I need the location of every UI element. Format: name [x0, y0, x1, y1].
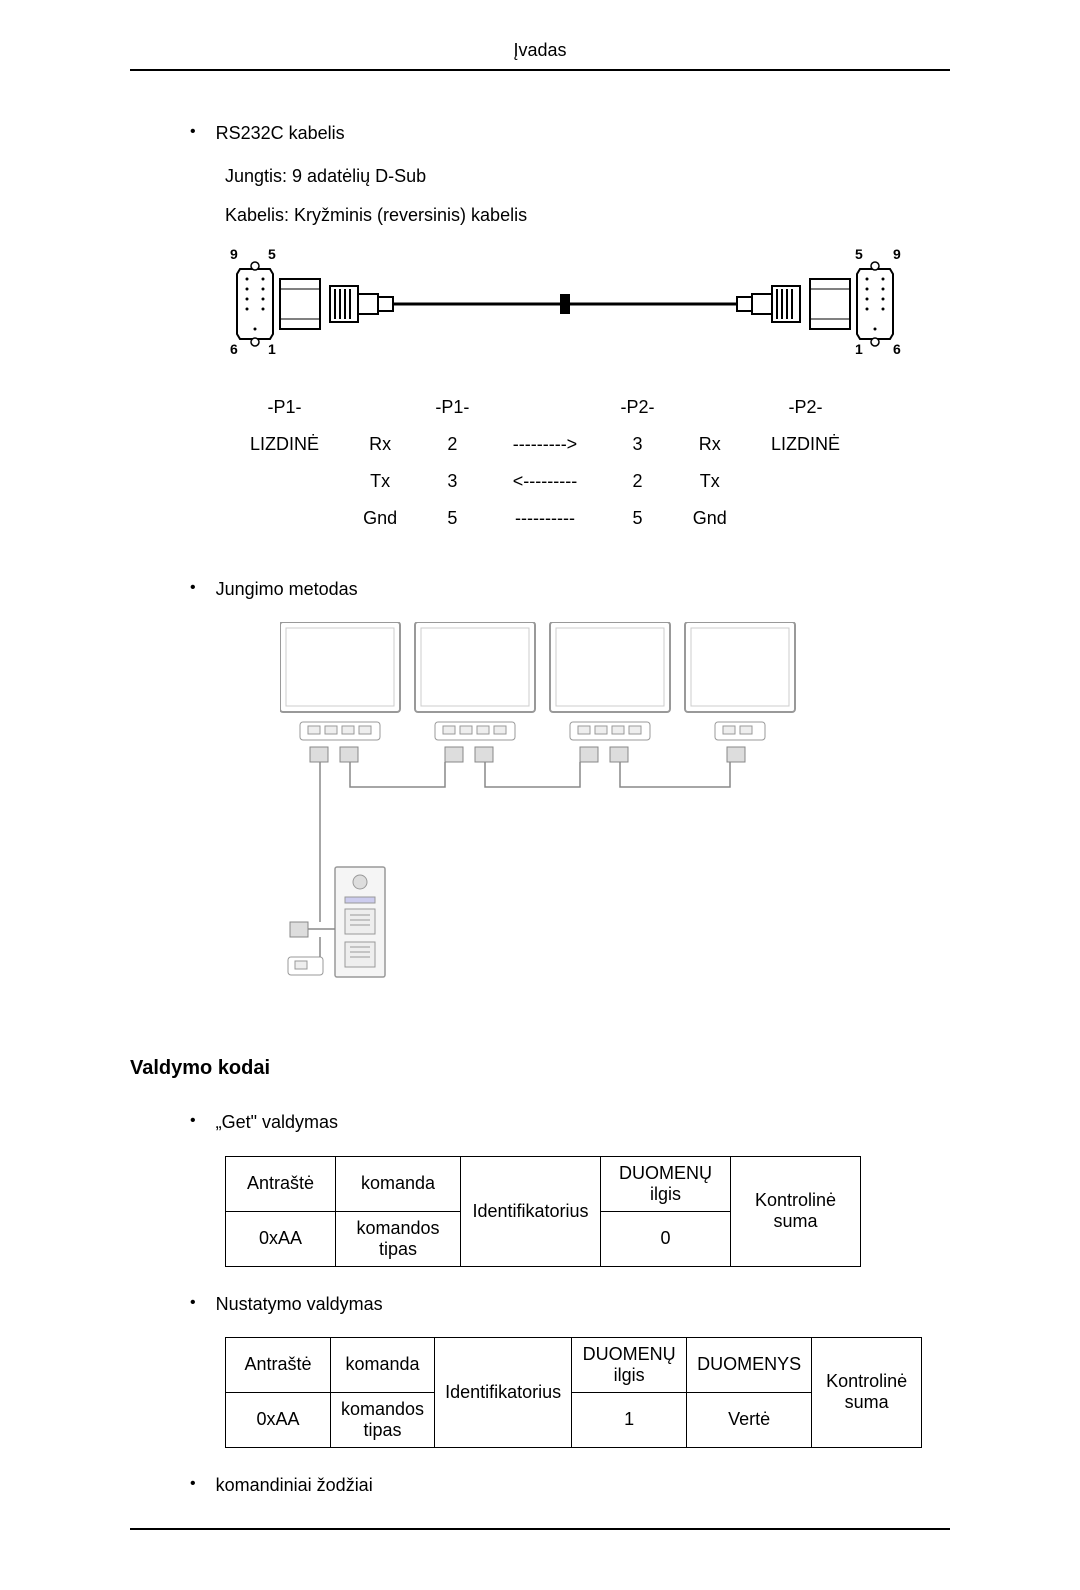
table-cell: 0xAA — [226, 1392, 331, 1447]
table-row: -P1- -P1- -P2- -P2- — [225, 389, 865, 426]
table-cell: Identifikatorius — [435, 1337, 572, 1447]
table-cell: Antraštė — [226, 1156, 336, 1211]
monitor-icon — [685, 622, 795, 762]
pin-cell: -P1- — [416, 389, 488, 426]
pin-cell: -P2- — [601, 389, 673, 426]
bullet-connection-method: • Jungimo metodas — [190, 577, 950, 602]
pin-cell: Rx — [674, 426, 746, 463]
pin-cell: LIZDINĖ — [225, 426, 344, 463]
table-cell: DUOMENŲ ilgis — [572, 1337, 687, 1392]
bullet-dot-icon: • — [190, 1292, 196, 1314]
table-cell: Kontrolinė suma — [812, 1337, 922, 1447]
pin-cell — [489, 389, 602, 426]
bullet-get-control: • „Get" valdymas — [190, 1110, 950, 1135]
table-row: Tx 3 <--------- 2 Tx — [225, 463, 865, 500]
pin-cell: Rx — [344, 426, 416, 463]
bullet-set-control: • Nustatymo valdymas — [190, 1292, 950, 1317]
bullet-dot-icon: • — [190, 121, 196, 143]
cable-diagram: 9 5 6 1 — [225, 244, 950, 369]
bullet-dot-icon: • — [190, 577, 196, 599]
pin-label-6r: 6 — [893, 341, 901, 357]
table-cell: DUOMENYS — [687, 1337, 812, 1392]
pin-cell — [746, 500, 865, 537]
bullet-dot-icon: • — [190, 1110, 196, 1132]
table-cell: komanda — [336, 1156, 461, 1211]
pin-cell: Tx — [344, 463, 416, 500]
table-row: Gnd 5 ---------- 5 Gnd — [225, 500, 865, 537]
pin-cell: 2 — [416, 426, 488, 463]
pin-cell: 2 — [601, 463, 673, 500]
pin-cell: 5 — [416, 500, 488, 537]
table-row: LIZDINĖ Rx 2 ---------> 3 Rx LIZDINĖ — [225, 426, 865, 463]
table-cell: Antraštė — [226, 1337, 331, 1392]
get-control-label: „Get" valdymas — [216, 1110, 338, 1135]
pin-cell: 5 — [601, 500, 673, 537]
pin-label-1r: 1 — [855, 341, 863, 357]
table-cell: 0xAA — [226, 1211, 336, 1266]
table-row: Antraštė komanda Identifikatorius DUOMEN… — [226, 1156, 861, 1211]
table-cell: 0 — [601, 1211, 731, 1266]
pin-label-9: 9 — [230, 246, 238, 262]
pin-label-1: 1 — [268, 341, 276, 357]
table-cell: DUOMENŲ ilgis — [601, 1156, 731, 1211]
monitor-icon — [280, 622, 400, 762]
set-control-label: Nustatymo valdymas — [216, 1292, 383, 1317]
pin-label-5r: 5 — [855, 246, 863, 262]
monitor-icon — [415, 622, 535, 762]
pin-cell — [225, 500, 344, 537]
pin-mapping-table: -P1- -P1- -P2- -P2- LIZDINĖ Rx 2 -------… — [225, 389, 950, 537]
pin-cell — [344, 389, 416, 426]
bullet-dot-icon: • — [190, 1473, 196, 1495]
pin-cell: LIZDINĖ — [746, 426, 865, 463]
set-control-table: Antraštė komanda Identifikatorius DUOMEN… — [225, 1337, 950, 1448]
bullet-rs232c: • RS232C kabelis — [190, 121, 950, 146]
pin-cell: Gnd — [344, 500, 416, 537]
table-cell: 1 — [572, 1392, 687, 1447]
monitor-icon — [550, 622, 670, 762]
connector-text: Jungtis: 9 adatėlių D-Sub — [225, 166, 950, 187]
pin-cell: -P2- — [746, 389, 865, 426]
table-cell: komanda — [331, 1337, 435, 1392]
pin-label-6: 6 — [230, 341, 238, 357]
pin-cell: -P1- — [225, 389, 344, 426]
table-cell: Vertė — [687, 1392, 812, 1447]
pin-label-5: 5 — [268, 246, 276, 262]
cable-svg: 9 5 6 1 — [225, 244, 905, 364]
page-header-title: Įvadas — [130, 40, 950, 71]
bullet-command-words: • komandiniai žodžiai — [190, 1473, 950, 1498]
cable-text: Kabelis: Kryžminis (reversinis) kabelis — [225, 205, 950, 226]
pin-cell — [674, 389, 746, 426]
control-codes-heading: Valdymo kodai — [130, 1057, 950, 1080]
document-page: Įvadas • RS232C kabelis Jungtis: 9 adatė… — [0, 0, 1080, 1590]
table-cell: Kontrolinė suma — [731, 1156, 861, 1266]
rs232c-label: RS232C kabelis — [216, 121, 345, 146]
table-row: Antraštė komanda Identifikatorius DUOMEN… — [226, 1337, 922, 1392]
pin-cell — [225, 463, 344, 500]
table-cell: Identifikatorius — [461, 1156, 601, 1266]
computer-icon — [335, 867, 385, 977]
connection-method-label: Jungimo metodas — [216, 577, 358, 602]
pin-cell — [746, 463, 865, 500]
pin-cell: 3 — [601, 426, 673, 463]
monitors-diagram — [280, 622, 950, 1007]
table-cell: komandos tipas — [331, 1392, 435, 1447]
pin-cell: 3 — [416, 463, 488, 500]
footer-divider — [130, 1528, 950, 1530]
pin-cell: ---------- — [489, 500, 602, 537]
table-cell: komandos tipas — [336, 1211, 461, 1266]
get-control-table: Antraštė komanda Identifikatorius DUOMEN… — [225, 1156, 950, 1267]
pin-label-9r: 9 — [893, 246, 901, 262]
pin-cell: ---------> — [489, 426, 602, 463]
pin-cell: <--------- — [489, 463, 602, 500]
pin-cell: Tx — [674, 463, 746, 500]
pin-cell: Gnd — [674, 500, 746, 537]
command-words-label: komandiniai žodžiai — [216, 1473, 373, 1498]
monitors-svg — [280, 622, 800, 1002]
